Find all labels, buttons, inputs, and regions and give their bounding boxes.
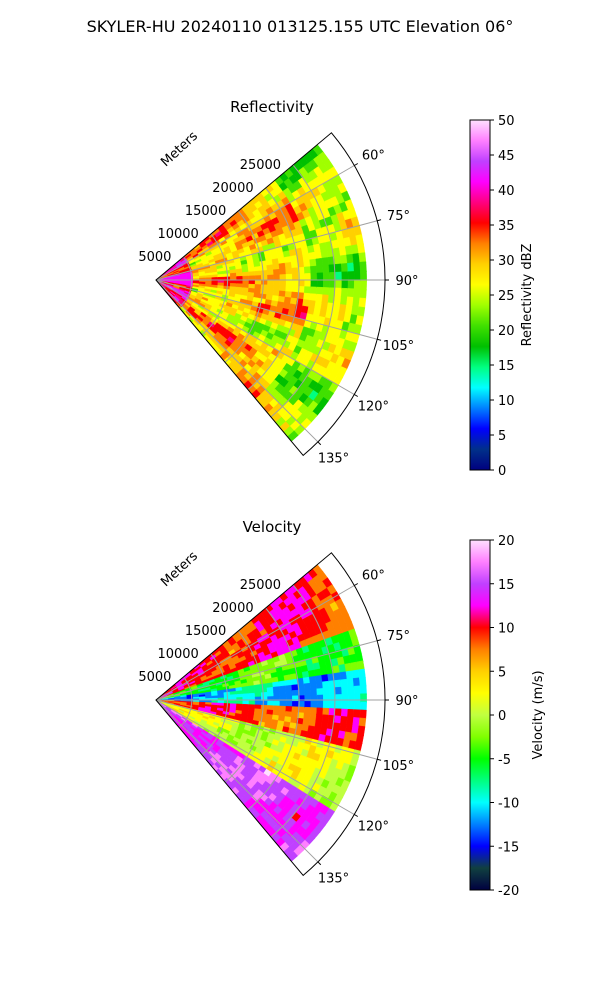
colorbar-tick-label: 5 xyxy=(498,665,506,680)
azimuth-tick-label: 60° xyxy=(362,569,385,584)
velocity-cell xyxy=(323,694,330,703)
reflectivity-grid xyxy=(155,132,386,457)
azimuth-tick-label: 135° xyxy=(318,871,349,886)
colorbar-tick-label: 5 xyxy=(498,429,506,444)
azimuth-spoke xyxy=(155,279,319,443)
azimuth-tick-label: 90° xyxy=(395,274,418,289)
reflectivity-cell xyxy=(353,261,361,273)
azimuth-tick-label: 135° xyxy=(318,451,349,466)
range-tick-label: 5000 xyxy=(138,250,171,265)
reflectivity-cell xyxy=(359,261,367,273)
azimuth-tick xyxy=(377,758,382,761)
azimuth-spoke xyxy=(155,279,355,395)
colorbar-tick-label: 30 xyxy=(498,254,515,269)
range-tick-label: 20000 xyxy=(212,601,253,616)
reflectivity-field xyxy=(156,144,367,443)
azimuth-tick xyxy=(354,163,359,166)
reflectivity-colorbar-label: Reflectivity dBZ xyxy=(520,244,535,347)
range-tick-label: 20000 xyxy=(212,181,253,196)
figure-title: SKYLER-HU 20240110 013125.155 UTC Elevat… xyxy=(87,17,514,36)
reflectivity-cell xyxy=(340,263,349,274)
range-tick-label: 15000 xyxy=(185,624,226,639)
reflectivity-radial-label: Meters xyxy=(158,129,201,170)
velocity-panel: Velocity 5000 10000 15000 20000 25000 60° 75°… xyxy=(138,518,546,899)
sector-outline xyxy=(155,132,386,457)
velocity-title: Velocity xyxy=(243,518,302,536)
colorbar-tick-label: 20 xyxy=(498,324,515,339)
colorbar-scale xyxy=(469,119,491,471)
colorbar-tick-label: 45 xyxy=(498,149,515,164)
azimuth-spoke xyxy=(155,220,378,281)
velocity-radial-label: Meters xyxy=(158,549,201,590)
range-tick-label: 15000 xyxy=(185,204,226,219)
azimuth-tick xyxy=(377,219,382,222)
range-tick-label: 5000 xyxy=(138,670,171,685)
colorbar-tick-label: -20 xyxy=(498,884,519,899)
azimuth-tick xyxy=(317,861,322,866)
azimuth-tick-label: 75° xyxy=(387,629,410,644)
colorbar-tick-label: 0 xyxy=(498,709,506,724)
colorbar-tick-label: 35 xyxy=(498,219,515,234)
colorbar-tick-label: 15 xyxy=(498,578,515,593)
reflectivity-cell xyxy=(322,264,330,274)
colorbar-tick-label: -5 xyxy=(498,753,511,768)
range-tick-label: 10000 xyxy=(157,227,198,242)
azimuth-tick-label: 105° xyxy=(383,759,414,774)
azimuth-tick-label: 120° xyxy=(358,820,389,835)
velocity-cell xyxy=(347,693,355,703)
colorbar-tick-label: 50 xyxy=(498,114,515,129)
azimuth-tick xyxy=(354,583,359,586)
colorbar-tick-label: -10 xyxy=(498,797,519,812)
range-tick-label: 25000 xyxy=(240,578,281,593)
azimuth-tick xyxy=(377,338,382,341)
reflectivity-cell xyxy=(347,262,355,273)
velocity-cell xyxy=(341,693,349,703)
colorbar-scale xyxy=(469,539,491,891)
colorbar-tick-label: 0 xyxy=(498,464,506,479)
reflectivity-cell xyxy=(360,279,367,291)
reflectivity-cell xyxy=(334,263,342,274)
colorbar-tick-label: 25 xyxy=(498,289,515,304)
azimuth-spoke xyxy=(155,165,355,281)
reflectivity-range-labels: 5000 10000 15000 20000 25000 xyxy=(138,158,281,265)
velocity-colorbar-label: Velocity (m/s) xyxy=(531,670,546,759)
colorbar-tick-label: 15 xyxy=(498,359,515,374)
reflectivity-colorbar: 0 5 10 15 20 25 30 35 40 45 50 xyxy=(469,114,515,479)
velocity-colorbar: -20 -15 -10 -5 0 5 10 15 20 xyxy=(469,534,519,899)
colorbar-tick-label: 10 xyxy=(498,394,515,409)
range-tick-label: 25000 xyxy=(240,158,281,173)
range-ring xyxy=(270,164,336,418)
azimuth-tick xyxy=(377,639,382,642)
velocity-field xyxy=(156,564,367,863)
azimuth-tick xyxy=(317,441,322,446)
azimuth-tick-label: 60° xyxy=(362,149,385,164)
azimuth-tick-label: 90° xyxy=(395,694,418,709)
azimuth-tick-label: 105° xyxy=(383,339,414,354)
colorbar-tick-label: -15 xyxy=(498,840,519,855)
azimuth-tick-label: 75° xyxy=(387,209,410,224)
range-tick-label: 10000 xyxy=(157,647,198,662)
colorbar-tick-label: 10 xyxy=(498,622,515,637)
azimuth-tick-label: 120° xyxy=(358,400,389,415)
azimuth-spoke xyxy=(155,279,378,340)
colorbar-tick-label: 40 xyxy=(498,184,515,199)
range-ring xyxy=(247,187,300,391)
velocity-cell xyxy=(353,693,361,704)
range-ring xyxy=(224,210,264,363)
reflectivity-title: Reflectivity xyxy=(230,98,314,116)
azimuth-tick xyxy=(354,814,359,817)
azimuth-tick xyxy=(354,394,359,397)
velocity-cell xyxy=(335,694,343,703)
velocity-cell xyxy=(360,693,367,704)
range-ring xyxy=(201,233,229,336)
colorbar-tick-label: 20 xyxy=(498,534,515,549)
reflectivity-azimuth-labels: 60° 75° 90° 105° 120° 135° xyxy=(317,149,419,466)
reflectivity-panel: Reflectivity 5000 10000 15000 20000 25000 60… xyxy=(138,98,535,479)
